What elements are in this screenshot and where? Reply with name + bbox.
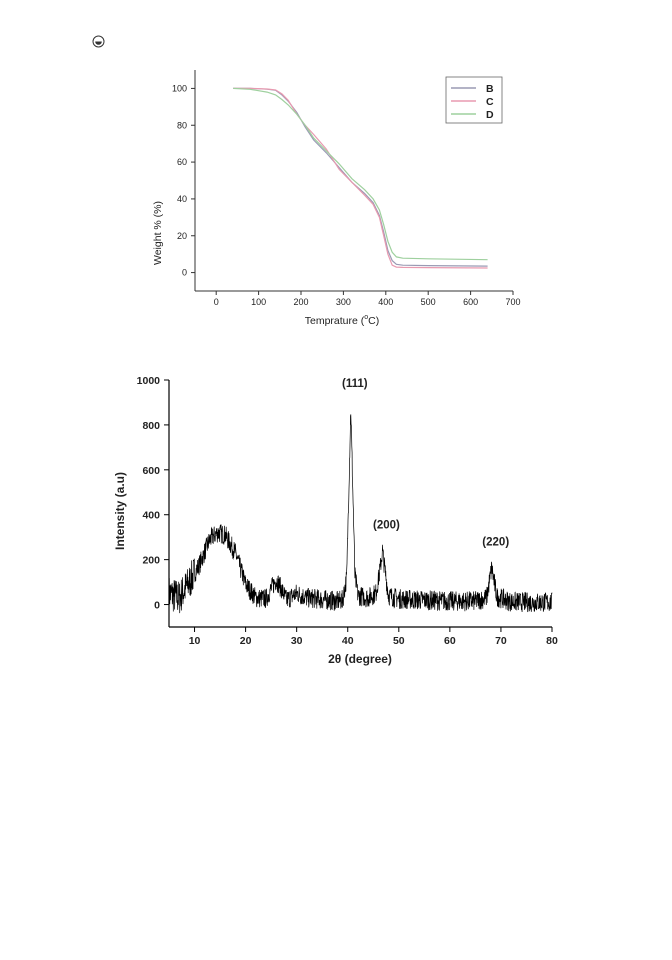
tga-x-tick-label: 0 (214, 297, 219, 307)
xrd-x-axis-label: 2θ (degree) (328, 652, 392, 666)
tga-y-tick-label: 80 (177, 120, 187, 130)
tga-y-tick-label: 100 (172, 83, 187, 93)
tga-axes (194, 70, 513, 292)
tga-x-tick-label: 200 (293, 297, 308, 307)
xrd-pattern-line (168, 414, 553, 614)
xrd-x-tick-label: 70 (495, 635, 507, 647)
xrd-x-tick-label: 30 (291, 635, 303, 647)
tga-legend: BCD (445, 76, 503, 124)
tga-x-tick-label: 700 (505, 297, 520, 307)
xrd-y-tick-label: 600 (142, 465, 160, 477)
tga-legend-label: B (486, 83, 494, 95)
tga-legend-label: D (486, 109, 494, 121)
tga-x-tick-label: 600 (463, 297, 478, 307)
tga-x-tick-label: 500 (421, 297, 436, 307)
xrd-peak-label: (111) (342, 378, 368, 390)
xrd-y-tick-label: 800 (142, 420, 160, 432)
tga-y-tick-label: 0 (182, 268, 187, 278)
tga-x-tick-label: 300 (336, 297, 351, 307)
xrd-peak-labels: (111) (200) (220) (342, 378, 509, 548)
tga-y-tick-label: 40 (177, 194, 187, 204)
xrd-y-tick-label: 400 (142, 510, 160, 522)
xrd-x-tick-label: 50 (393, 635, 405, 647)
xrd-y-tick-label: 200 (142, 555, 160, 567)
tga-series-C (233, 87, 488, 269)
tga-legend-box (445, 76, 503, 124)
tga-x-tick-label: 400 (378, 297, 393, 307)
tga-y-axis-label: Weight % (%) (152, 201, 164, 265)
tga-chart: 0 100 200 300 400 500 600 700 0 20 40 60 80 100 BCD T… (152, 70, 521, 327)
xrd-peak-label: (220) (482, 536, 509, 548)
xrd-pattern (168, 414, 553, 614)
xrd-y-axis-label: Intensity (a.u) (113, 472, 127, 550)
tga-series-lines (233, 87, 488, 269)
xrd-peak-label: (200) (373, 520, 400, 532)
tga-ticks: 0 100 200 300 400 500 600 700 0 20 40 60 80 100 (172, 83, 521, 307)
xrd-x-tick-label: 20 (240, 635, 252, 647)
tga-legend-label: C (486, 96, 494, 108)
xrd-x-tick-label: 10 (189, 635, 201, 647)
tga-x-tick-label: 100 (251, 297, 266, 307)
xrd-x-tick-label: 80 (546, 635, 558, 647)
tga-y-tick-label: 20 (177, 231, 187, 241)
xrd-y-tick-label: 1000 (137, 375, 161, 387)
tga-y-tick-label: 60 (177, 157, 187, 167)
xrd-x-tick-label: 60 (444, 635, 456, 647)
xrd-x-tick-label: 40 (342, 635, 354, 647)
page-mark-icon (92, 35, 105, 48)
tga-series-D (233, 87, 488, 261)
tga-x-axis-label: Temprature (oC) (305, 314, 380, 327)
xrd-y-tick-label: 0 (154, 600, 160, 612)
